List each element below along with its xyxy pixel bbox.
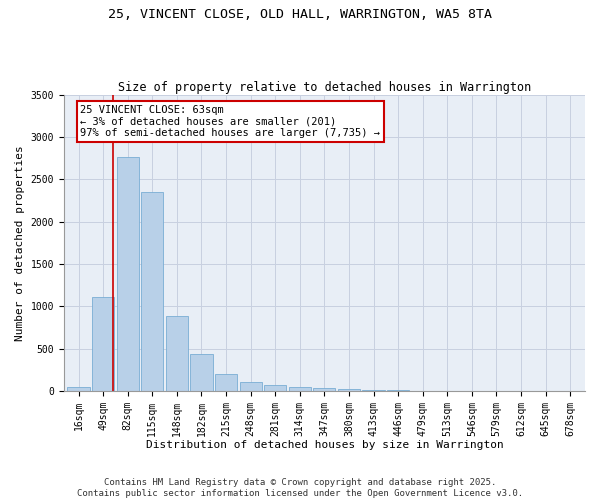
Bar <box>362 390 385 391</box>
X-axis label: Distribution of detached houses by size in Warrington: Distribution of detached houses by size … <box>146 440 503 450</box>
Bar <box>338 389 360 391</box>
Bar <box>92 297 114 391</box>
Text: 25, VINCENT CLOSE, OLD HALL, WARRINGTON, WA5 8TA: 25, VINCENT CLOSE, OLD HALL, WARRINGTON,… <box>108 8 492 20</box>
Text: Contains HM Land Registry data © Crown copyright and database right 2025.
Contai: Contains HM Land Registry data © Crown c… <box>77 478 523 498</box>
Bar <box>116 158 139 391</box>
Bar <box>289 386 311 391</box>
Bar <box>166 316 188 391</box>
Bar <box>67 386 89 391</box>
Y-axis label: Number of detached properties: Number of detached properties <box>15 145 25 340</box>
Bar <box>313 388 335 391</box>
Title: Size of property relative to detached houses in Warrington: Size of property relative to detached ho… <box>118 80 531 94</box>
Bar <box>239 382 262 391</box>
Bar <box>264 384 286 391</box>
Bar <box>215 374 237 391</box>
Text: 25 VINCENT CLOSE: 63sqm
← 3% of detached houses are smaller (201)
97% of semi-de: 25 VINCENT CLOSE: 63sqm ← 3% of detached… <box>80 105 380 138</box>
Bar <box>141 192 163 391</box>
Bar <box>190 354 212 391</box>
